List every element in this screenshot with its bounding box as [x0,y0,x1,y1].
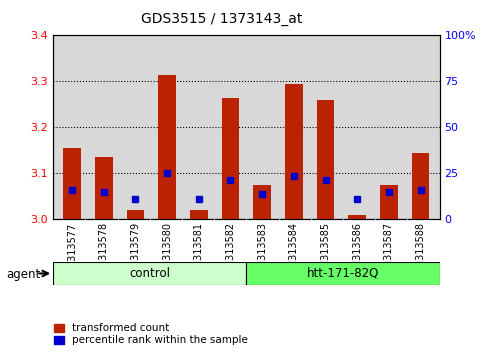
Bar [158,75,176,219]
Text: agent: agent [6,268,41,281]
Bar [412,153,429,219]
Text: htt-171-82Q: htt-171-82Q [307,267,379,280]
Bar [348,215,366,219]
Text: control: control [129,267,170,280]
Bar [254,185,271,219]
Bar [95,158,113,219]
Text: GDS3515 / 1373143_at: GDS3515 / 1373143_at [142,12,303,27]
Legend: transformed count, percentile rank within the sample: transformed count, percentile rank withi… [54,323,248,345]
Bar [285,84,302,219]
Bar [317,100,334,219]
Bar [190,210,208,219]
FancyBboxPatch shape [53,262,246,285]
Bar [380,185,398,219]
FancyBboxPatch shape [246,262,440,285]
Bar [222,97,239,219]
Bar [127,210,144,219]
Bar [63,148,81,219]
